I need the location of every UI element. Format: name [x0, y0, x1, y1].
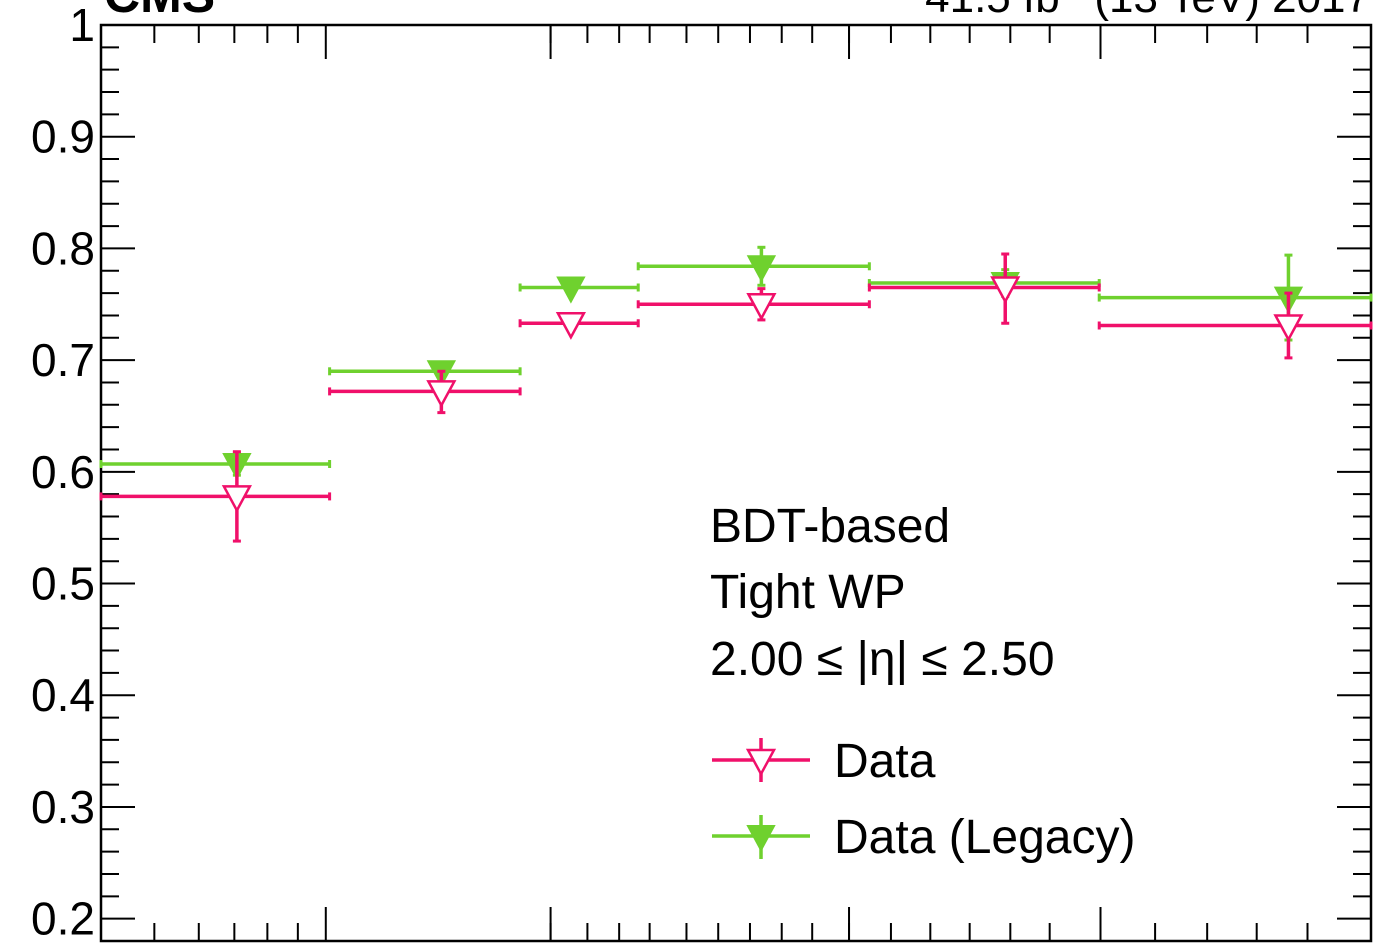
y-tick-label: 0.2 — [31, 893, 95, 945]
lumi-header: 41.5 fb-1 (13 TeV) 2017 — [925, 0, 1370, 22]
annotation-method: BDT-based — [710, 500, 950, 553]
selection-annotations: BDT-based Tight WP 2.00 ≤ |η| ≤ 2.50 — [710, 500, 1055, 686]
experiment-label: CMS — [104, 0, 215, 23]
series-layer — [99, 245, 1373, 543]
lumi-unit-superscript: -1 — [1060, 0, 1087, 3]
annotation-eta-range: 2.00 ≤ |η| ≤ 2.50 — [710, 633, 1055, 686]
y-tick-label: 0.4 — [31, 669, 95, 721]
annotation-working-point: Tight WP — [710, 566, 906, 619]
y-tick-label: 1 — [69, 0, 95, 51]
legend-marker-data — [745, 748, 777, 777]
legend-label-legacy: Data (Legacy) — [834, 811, 1135, 864]
legend-label-data: Data — [834, 735, 936, 788]
y-tick-label: 0.5 — [31, 558, 95, 610]
y-tick-labels: 0.2 0.3 0.4 0.5 0.6 0.7 0.8 0.9 1 — [31, 0, 95, 945]
axis-ticks — [101, 24, 1371, 942]
data-point-marker — [555, 312, 586, 340]
legacy-point-marker — [556, 276, 586, 304]
legend-marker-legacy — [746, 825, 776, 853]
data-point-marker — [1273, 314, 1304, 343]
y-tick-label: 0.6 — [31, 446, 95, 498]
y-tick-label: 0.7 — [31, 334, 95, 386]
legend-entry-data: Data — [712, 735, 936, 788]
series-legacy — [99, 245, 1373, 481]
data-point-marker — [221, 485, 252, 514]
y-tick-label: 0.3 — [31, 781, 95, 833]
svg-text:41.5 fb-1(13 TeV) 2017: 41.5 fb-1 (13 TeV) 2017 — [925, 0, 1370, 22]
plot-frame — [99, 23, 1373, 943]
legend-entry-legacy: Data (Legacy) — [712, 811, 1135, 864]
legacy-point-marker — [746, 255, 777, 283]
y-tick-label: 0.9 — [31, 111, 95, 163]
legend: Data Data (Legacy) — [712, 735, 1135, 864]
y-tick-label: 0.8 — [31, 222, 95, 274]
data-point-marker — [426, 380, 457, 409]
data-point-marker — [746, 293, 777, 321]
series-data — [99, 252, 1373, 543]
energy-year: (13 TeV) 2017 — [1094, 0, 1370, 22]
lumi-value: 41.5 fb — [925, 0, 1060, 22]
data-point-marker — [990, 276, 1021, 305]
